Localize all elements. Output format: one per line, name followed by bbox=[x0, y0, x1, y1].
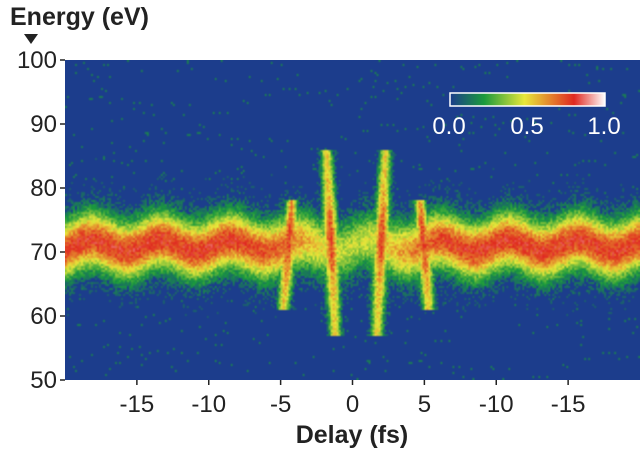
colorbar-gradient bbox=[449, 92, 606, 107]
colorbar-tick-1: 0.5 bbox=[510, 113, 543, 140]
y-tick-label: 70 bbox=[30, 239, 57, 266]
x-tick-label: -5 bbox=[270, 391, 291, 418]
colorbar-tick-2: 1.0 bbox=[587, 113, 620, 140]
energy-marker-triangle bbox=[24, 34, 38, 44]
x-tick-label: -15 bbox=[120, 391, 155, 418]
y-tick-label: 80 bbox=[30, 175, 57, 202]
y-tick-label: 60 bbox=[30, 303, 57, 330]
x-tick-label: 0 bbox=[346, 391, 359, 418]
y-tick-label: 90 bbox=[30, 111, 57, 138]
colorbar: 0.0 0.5 1.0 bbox=[432, 92, 621, 140]
heatmap-plot bbox=[65, 60, 640, 380]
x-tick-label: -15 bbox=[551, 391, 586, 418]
colorbar-tick-0: 0.0 bbox=[432, 113, 465, 140]
y-tick-label: 50 bbox=[30, 367, 57, 394]
x-tick-label: -10 bbox=[191, 391, 226, 418]
x-axis-label: Delay (fs) bbox=[296, 421, 409, 449]
heatmap-image bbox=[65, 60, 640, 380]
x-tick-label: 5 bbox=[418, 391, 431, 418]
y-axis-label: Energy (eV) bbox=[10, 3, 149, 31]
y-axis-ticks: 50 60 70 80 90 100 bbox=[17, 47, 65, 394]
x-tick-label: -10 bbox=[479, 391, 514, 418]
x-axis-ticks: -15 -10 -5 0 5 -10 -15 bbox=[120, 380, 586, 418]
y-tick-label: 100 bbox=[17, 47, 57, 74]
